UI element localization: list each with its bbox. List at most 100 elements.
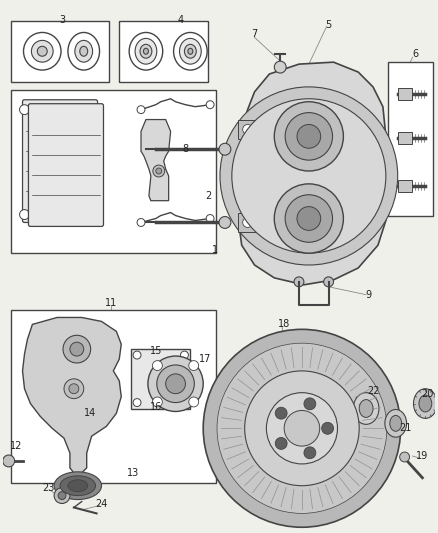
Circle shape bbox=[20, 104, 29, 115]
Circle shape bbox=[148, 356, 203, 411]
Ellipse shape bbox=[75, 41, 92, 62]
Bar bbox=[398, 132, 412, 144]
Text: 3: 3 bbox=[59, 14, 65, 25]
Bar bbox=[398, 88, 412, 100]
Ellipse shape bbox=[413, 389, 437, 418]
Circle shape bbox=[137, 106, 145, 114]
Circle shape bbox=[285, 195, 332, 243]
Ellipse shape bbox=[60, 476, 95, 496]
Bar bbox=[131, 349, 191, 408]
Circle shape bbox=[206, 101, 214, 109]
Bar bbox=[238, 213, 258, 232]
Polygon shape bbox=[238, 62, 388, 285]
Circle shape bbox=[217, 343, 387, 513]
Circle shape bbox=[274, 102, 343, 171]
Circle shape bbox=[243, 125, 253, 134]
Text: 2: 2 bbox=[205, 191, 211, 201]
Circle shape bbox=[275, 407, 287, 419]
Circle shape bbox=[64, 379, 84, 399]
Bar bbox=[119, 21, 208, 82]
Circle shape bbox=[297, 207, 321, 230]
Text: 24: 24 bbox=[95, 499, 108, 510]
Text: 21: 21 bbox=[399, 423, 412, 433]
Circle shape bbox=[92, 209, 102, 220]
Text: 6: 6 bbox=[413, 49, 419, 59]
Circle shape bbox=[152, 397, 162, 407]
Circle shape bbox=[304, 447, 316, 459]
Circle shape bbox=[219, 216, 231, 229]
Circle shape bbox=[400, 452, 410, 462]
Circle shape bbox=[206, 215, 214, 222]
Circle shape bbox=[304, 398, 316, 410]
Circle shape bbox=[54, 488, 70, 504]
Ellipse shape bbox=[188, 49, 193, 54]
Circle shape bbox=[220, 87, 398, 265]
Ellipse shape bbox=[54, 472, 102, 499]
Circle shape bbox=[297, 125, 321, 148]
Circle shape bbox=[70, 342, 84, 356]
Bar bbox=[11, 310, 216, 483]
Bar bbox=[238, 119, 258, 139]
Circle shape bbox=[20, 209, 29, 220]
Circle shape bbox=[274, 184, 343, 253]
Polygon shape bbox=[22, 318, 121, 473]
Circle shape bbox=[203, 329, 401, 527]
Text: 13: 13 bbox=[127, 468, 139, 478]
Text: 16: 16 bbox=[150, 401, 162, 411]
Ellipse shape bbox=[68, 33, 99, 70]
Circle shape bbox=[180, 351, 188, 359]
Ellipse shape bbox=[140, 44, 152, 58]
Circle shape bbox=[69, 384, 79, 394]
Circle shape bbox=[156, 168, 162, 174]
Bar bbox=[388, 62, 433, 215]
Ellipse shape bbox=[390, 415, 402, 431]
Text: 17: 17 bbox=[199, 354, 212, 364]
Circle shape bbox=[63, 335, 91, 363]
Circle shape bbox=[266, 393, 337, 464]
Circle shape bbox=[166, 374, 185, 394]
Text: 8: 8 bbox=[182, 144, 188, 154]
Ellipse shape bbox=[144, 49, 148, 54]
Bar bbox=[398, 180, 412, 192]
FancyBboxPatch shape bbox=[22, 100, 98, 222]
Bar bbox=[11, 90, 216, 253]
Circle shape bbox=[152, 361, 162, 370]
Ellipse shape bbox=[353, 393, 379, 424]
Ellipse shape bbox=[32, 41, 53, 62]
Ellipse shape bbox=[129, 33, 163, 70]
Text: 4: 4 bbox=[177, 14, 184, 25]
Bar bbox=[11, 21, 110, 82]
Text: 12: 12 bbox=[11, 441, 23, 451]
Circle shape bbox=[284, 410, 320, 446]
Text: 19: 19 bbox=[416, 451, 428, 461]
Circle shape bbox=[133, 351, 141, 359]
Circle shape bbox=[137, 219, 145, 227]
Text: 7: 7 bbox=[251, 29, 258, 39]
Ellipse shape bbox=[385, 409, 406, 437]
Text: 22: 22 bbox=[367, 386, 379, 395]
Circle shape bbox=[294, 277, 304, 287]
Circle shape bbox=[275, 438, 287, 449]
Ellipse shape bbox=[180, 38, 201, 64]
Text: 1: 1 bbox=[212, 245, 218, 255]
Ellipse shape bbox=[68, 480, 88, 491]
Ellipse shape bbox=[80, 46, 88, 56]
Circle shape bbox=[219, 143, 231, 155]
Circle shape bbox=[189, 397, 199, 407]
Text: 9: 9 bbox=[365, 290, 371, 300]
Circle shape bbox=[180, 399, 188, 407]
Circle shape bbox=[245, 371, 359, 486]
Circle shape bbox=[58, 491, 66, 499]
FancyBboxPatch shape bbox=[28, 104, 103, 227]
Polygon shape bbox=[141, 119, 171, 201]
Text: 18: 18 bbox=[278, 319, 290, 329]
Circle shape bbox=[157, 365, 194, 402]
Circle shape bbox=[321, 422, 333, 434]
Ellipse shape bbox=[419, 395, 432, 412]
Text: 15: 15 bbox=[150, 346, 162, 356]
Circle shape bbox=[3, 455, 14, 467]
Ellipse shape bbox=[359, 400, 373, 417]
Circle shape bbox=[274, 61, 286, 73]
Ellipse shape bbox=[135, 38, 157, 64]
Text: 14: 14 bbox=[84, 408, 96, 418]
